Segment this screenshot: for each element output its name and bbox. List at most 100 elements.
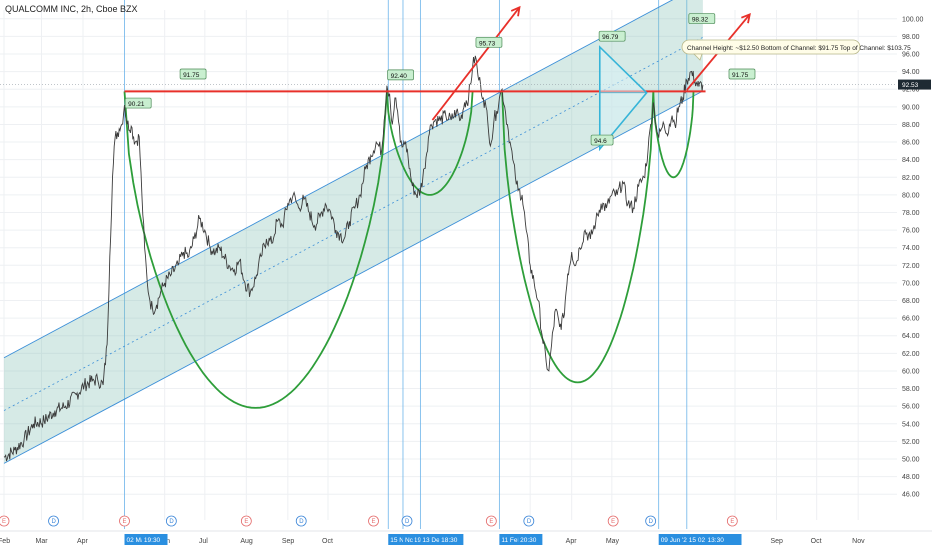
cup-curve[interactable] xyxy=(386,91,474,196)
y-tick-label: 100.00 xyxy=(902,16,924,23)
event-marker-letter: D xyxy=(299,519,304,525)
price-label: 96.79 xyxy=(602,34,619,41)
event-marker-letter: E xyxy=(244,519,248,525)
dividend-marker[interactable] xyxy=(165,515,177,527)
projection-arrow-shaft[interactable] xyxy=(431,6,521,121)
earnings-marker[interactable] xyxy=(607,515,619,527)
price-label: 91.75 xyxy=(183,72,200,79)
date-flag-box xyxy=(658,534,702,545)
price-label: 91.75 xyxy=(732,72,749,79)
dividend-marker[interactable] xyxy=(645,515,657,527)
x-tick-label: Oct xyxy=(322,538,333,545)
dividend-marker[interactable] xyxy=(401,515,413,527)
x-tick-label: Apr xyxy=(566,538,578,545)
x-tick-label: Jul xyxy=(199,538,208,545)
y-tick-label: 98.00 xyxy=(902,34,920,41)
y-tick-label: 72.00 xyxy=(902,263,920,270)
price-label: 95.73 xyxy=(479,40,496,47)
current-price-label: 92.53 xyxy=(902,82,919,89)
y-tick-label: 94.00 xyxy=(902,69,920,76)
price-label-box xyxy=(475,36,503,48)
date-flag-box xyxy=(439,534,463,545)
channel-note-box xyxy=(681,39,861,55)
dividend-marker[interactable] xyxy=(48,515,59,527)
price-label-box xyxy=(598,30,626,42)
x-tick-label: Aug xyxy=(240,538,253,545)
channel-note-pointer xyxy=(693,53,703,61)
channel-upper-line[interactable] xyxy=(3,0,703,359)
price-line xyxy=(3,55,704,462)
y-axis[interactable]: 100.00 98.00 96.00 94.00 92.00 90.00 88.00 86.0… xyxy=(898,16,931,499)
earnings-marker[interactable] xyxy=(119,515,130,527)
y-tick-label: 82.00 xyxy=(902,175,920,182)
event-marker-letter: D xyxy=(649,519,654,525)
projection-arrow-head xyxy=(510,5,521,17)
x-tick-label: Sep xyxy=(771,538,784,545)
date-flag-label: 19:30 xyxy=(144,537,161,544)
x-tick-label: Feb xyxy=(0,538,10,545)
event-marker-letter: E xyxy=(611,519,615,525)
triangle-pattern[interactable] xyxy=(598,45,648,152)
date-flag-box xyxy=(402,534,415,545)
y-tick-label: 90.00 xyxy=(902,104,920,111)
price-label-box xyxy=(688,13,716,24)
y-tick-label: 80.00 xyxy=(902,192,920,199)
channel-fill xyxy=(4,0,703,464)
y-tick-label: 74.00 xyxy=(902,245,920,252)
projection-arrow-head xyxy=(741,12,751,24)
channel-mid-line[interactable] xyxy=(3,36,704,411)
cup-patterns[interactable] xyxy=(123,91,695,409)
price-labels: 90.21 91.75 92.40 95.73 96.79 98.32 91.75 94.6 xyxy=(124,13,756,146)
y-tick-label: 68.00 xyxy=(902,298,920,305)
event-marker-letter: D xyxy=(52,519,57,525)
event-marker-letter: E xyxy=(730,519,734,525)
triangle-shape[interactable] xyxy=(598,45,648,152)
y-tick-label: 46.00 xyxy=(902,492,920,499)
price-label-box xyxy=(728,68,756,80)
y-tick-label: 48.00 xyxy=(902,474,920,481)
earnings-marker[interactable] xyxy=(726,515,738,527)
earnings-marker[interactable] xyxy=(240,515,252,527)
y-tick-label: 62.00 xyxy=(902,351,920,358)
price-label: 92.40 xyxy=(391,73,408,80)
price-label: 94.6 xyxy=(594,138,607,145)
earnings-marker[interactable] xyxy=(0,515,10,527)
date-flag-label: 09 Jun '20 xyxy=(661,537,691,544)
cup-curve[interactable] xyxy=(123,91,388,409)
y-tick-label: 84.00 xyxy=(902,157,920,164)
dividend-marker[interactable] xyxy=(295,515,307,527)
y-tick-label: 56.00 xyxy=(902,404,920,411)
y-tick-label: 86.00 xyxy=(902,140,920,147)
price-series xyxy=(3,55,704,462)
event-marker-letter: D xyxy=(405,519,410,525)
cup-curve[interactable] xyxy=(501,91,655,384)
y-tick-label: 92.00 xyxy=(902,87,920,94)
earnings-marker[interactable] xyxy=(485,515,497,527)
date-flag-label: Nc xyxy=(405,537,414,544)
channel-note: Channel Height: ~$12.50 Bottom of Channe… xyxy=(681,39,911,61)
event-marker-letter: E xyxy=(372,519,376,525)
price-label: 98.32 xyxy=(692,17,709,24)
y-tick-label: 64.00 xyxy=(902,333,920,340)
cup-curve[interactable] xyxy=(652,91,695,179)
event-marker-letter: D xyxy=(527,519,532,525)
y-tick-label: 70.00 xyxy=(902,280,920,287)
date-marker-lines xyxy=(124,0,688,529)
y-tick-label: 66.00 xyxy=(902,316,920,323)
channel-note-text: Channel Height: ~$12.50 Bottom of Channe… xyxy=(687,45,911,52)
price-label-box xyxy=(179,68,207,80)
date-flag-label: 13:30 xyxy=(708,537,725,544)
event-marker-letter: E xyxy=(123,519,127,525)
price-label-box xyxy=(124,97,152,109)
date-flag-box xyxy=(705,534,730,545)
dividend-marker[interactable] xyxy=(523,515,535,527)
earnings-marker[interactable] xyxy=(368,515,379,527)
y-tick-label: 52.00 xyxy=(902,439,920,446)
x-tick-label: Apr xyxy=(77,538,89,545)
price-label-box xyxy=(387,69,414,81)
x-tick-label: Mar xyxy=(36,538,49,545)
